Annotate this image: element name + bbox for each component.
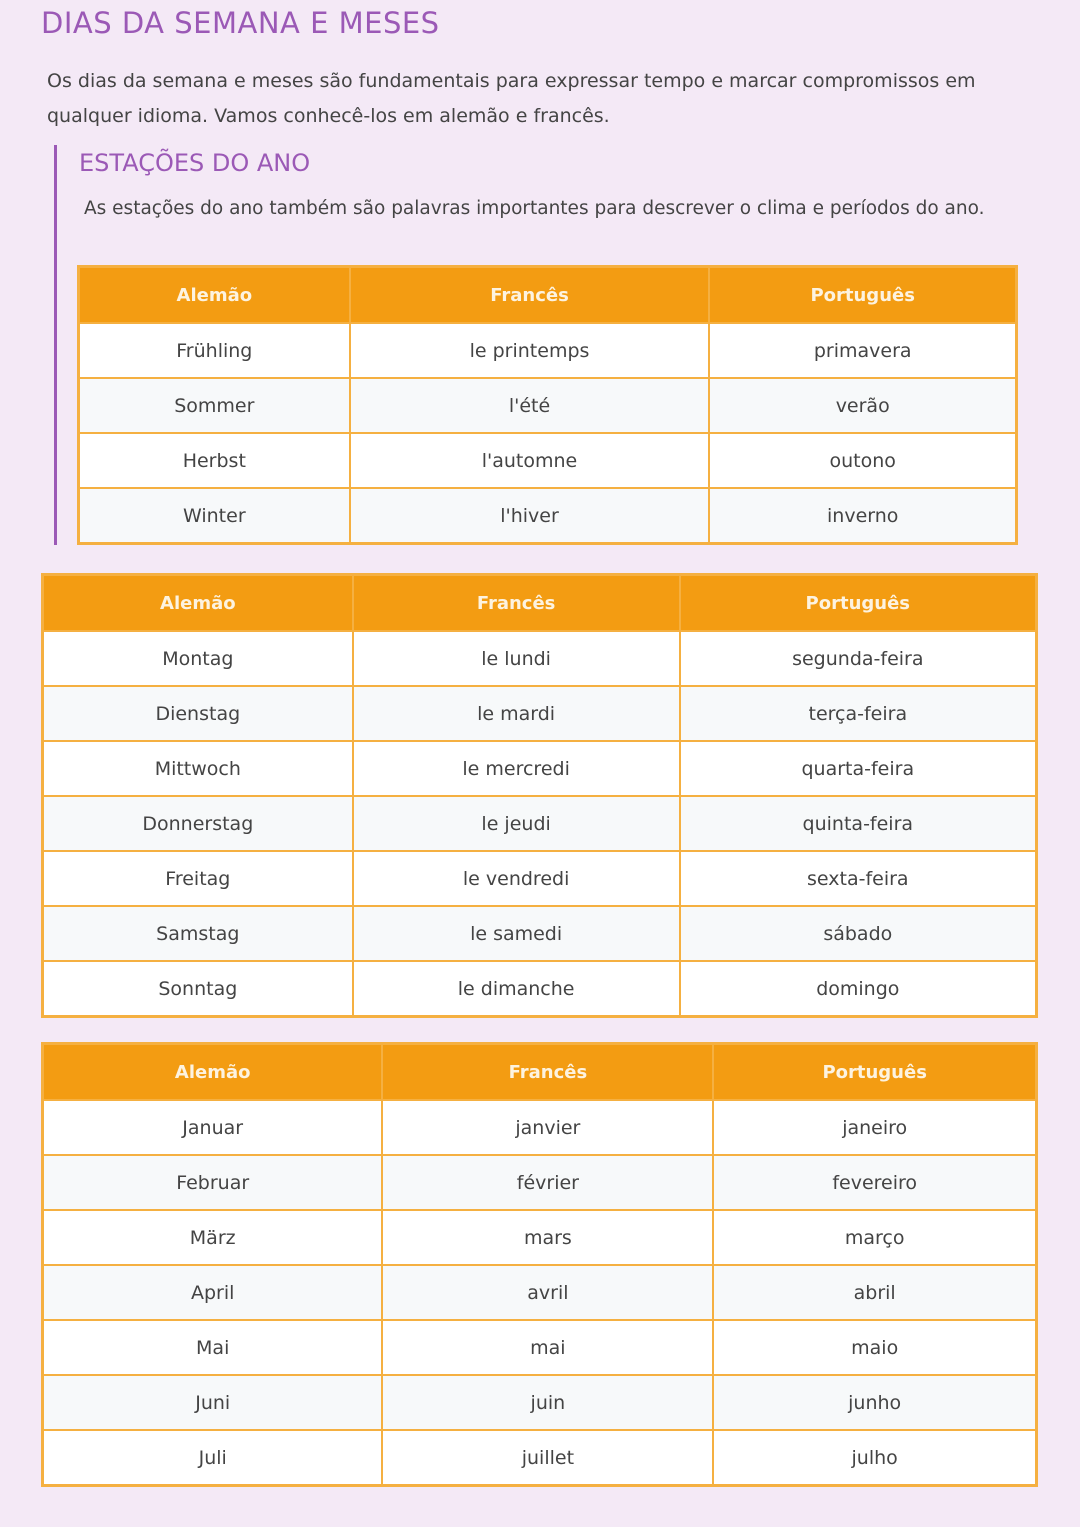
table-row: Juni juin junho: [41, 1374, 1038, 1431]
table-row: Januar janvier janeiro: [41, 1099, 1038, 1156]
column-header: Francês: [348, 265, 711, 324]
table-row: März mars março: [41, 1209, 1038, 1266]
table-cell: mai: [381, 1319, 715, 1376]
table-cell: primavera: [708, 322, 1018, 379]
table-cell: l'été: [348, 377, 711, 434]
table-cell: junho: [712, 1374, 1038, 1431]
page-title: DIAS DA SEMANA E MESES: [41, 6, 440, 40]
table-cell: le jeudi: [351, 795, 681, 852]
seasons-table: Alemão Francês Português Frühling le printem…: [77, 265, 1018, 545]
table-cell: segunda-feira: [678, 630, 1038, 687]
table-cell: outono: [708, 432, 1018, 489]
table-cell: le samedi: [351, 905, 681, 962]
column-header: Francês: [351, 573, 681, 632]
table-cell: Montag: [41, 630, 354, 687]
table-row: Samstag le samedi sábado: [41, 905, 1038, 962]
table-row: Mittwoch le mercredi quarta-feira: [41, 740, 1038, 797]
table-row: Winter l'hiver inverno: [77, 487, 1018, 545]
table-cell: Sommer: [77, 377, 351, 434]
table-cell: Juli: [41, 1429, 384, 1487]
table-cell: sexta-feira: [678, 850, 1038, 907]
column-header: Português: [712, 1042, 1038, 1101]
table-row: April avril abril: [41, 1264, 1038, 1321]
table-cell: verão: [708, 377, 1018, 434]
table-cell: março: [712, 1209, 1038, 1266]
table-cell: julho: [712, 1429, 1038, 1487]
table-cell: février: [381, 1154, 715, 1211]
table-cell: le mardi: [351, 685, 681, 742]
table-row: Februar février fevereiro: [41, 1154, 1038, 1211]
table-cell: domingo: [678, 960, 1038, 1018]
table-row: Frühling le printemps primavera: [77, 322, 1018, 379]
seasons-section: ESTAÇÕES DO ANO As estações do ano també…: [54, 145, 1047, 545]
table-row: Dienstag le mardi terça-feira: [41, 685, 1038, 742]
table-cell: Sonntag: [41, 960, 354, 1018]
table-row: Sonntag le dimanche domingo: [41, 960, 1038, 1018]
table-cell: Januar: [41, 1099, 384, 1156]
table-cell: Mai: [41, 1319, 384, 1376]
table-cell: juin: [381, 1374, 715, 1431]
table-cell: Freitag: [41, 850, 354, 907]
table-row: Montag le lundi segunda-feira: [41, 630, 1038, 687]
header-row: Alemão Francês Português: [41, 573, 1038, 632]
table-cell: janvier: [381, 1099, 715, 1156]
table-cell: Februar: [41, 1154, 384, 1211]
table-cell: Samstag: [41, 905, 354, 962]
table-cell: fevereiro: [712, 1154, 1038, 1211]
table-row: Freitag le vendredi sexta-feira: [41, 850, 1038, 907]
table-row: Donnerstag le jeudi quinta-feira: [41, 795, 1038, 852]
table-cell: maio: [712, 1319, 1038, 1376]
table-row: Sommer l'été verão: [77, 377, 1018, 434]
table-cell: sábado: [678, 905, 1038, 962]
table-cell: l'automne: [348, 432, 711, 489]
table-cell: Frühling: [77, 322, 351, 379]
table-cell: inverno: [708, 487, 1018, 545]
table-cell: quinta-feira: [678, 795, 1038, 852]
table-cell: juillet: [381, 1429, 715, 1487]
header-row: Alemão Francês Português: [41, 1042, 1038, 1101]
table-cell: mars: [381, 1209, 715, 1266]
header-row: Alemão Francês Português: [77, 265, 1018, 324]
table-cell: Herbst: [77, 432, 351, 489]
column-header: Português: [678, 573, 1038, 632]
table-cell: le lundi: [351, 630, 681, 687]
seasons-text: As estações do ano também são palavras i…: [84, 198, 985, 219]
table-cell: März: [41, 1209, 384, 1266]
column-header: Português: [708, 265, 1018, 324]
table-cell: abril: [712, 1264, 1038, 1321]
table-cell: terça-feira: [678, 685, 1038, 742]
table-cell: April: [41, 1264, 384, 1321]
table-cell: le mercredi: [351, 740, 681, 797]
table-cell: le printemps: [348, 322, 711, 379]
column-header: Alemão: [41, 1042, 384, 1101]
days-table: Alemão Francês Português Montag le lundi segu…: [41, 573, 1038, 1018]
table-row: Mai mai maio: [41, 1319, 1038, 1376]
column-header: Alemão: [41, 573, 354, 632]
months-table: Alemão Francês Português Januar janvier janei…: [41, 1042, 1038, 1487]
table-cell: quarta-feira: [678, 740, 1038, 797]
table-cell: Juni: [41, 1374, 384, 1431]
table-row: Juli juillet julho: [41, 1429, 1038, 1487]
intro-text: Os dias da semana e meses são fundamenta…: [47, 70, 976, 127]
column-header: Alemão: [77, 265, 351, 324]
table-cell: le dimanche: [351, 960, 681, 1018]
table-cell: Winter: [77, 487, 351, 545]
column-header: Francês: [381, 1042, 715, 1101]
table-cell: le vendredi: [351, 850, 681, 907]
table-cell: l'hiver: [348, 487, 711, 545]
table-cell: avril: [381, 1264, 715, 1321]
table-cell: Donnerstag: [41, 795, 354, 852]
table-cell: Mittwoch: [41, 740, 354, 797]
table-row: Herbst l'automne outono: [77, 432, 1018, 489]
table-cell: janeiro: [712, 1099, 1038, 1156]
table-cell: Dienstag: [41, 685, 354, 742]
seasons-heading: ESTAÇÕES DO ANO: [79, 149, 311, 177]
